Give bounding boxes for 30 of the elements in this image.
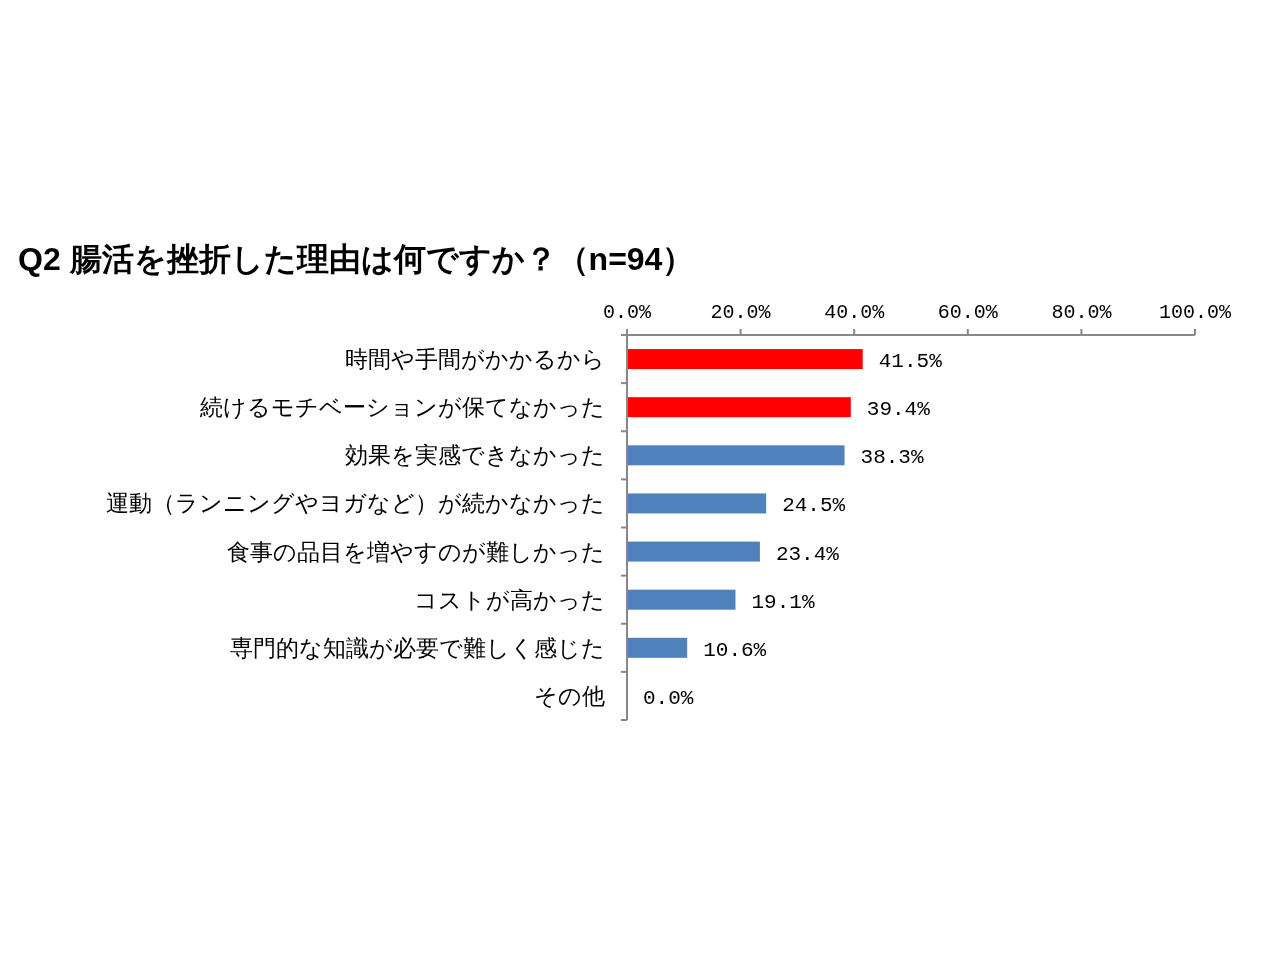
data-label: 24.5% [782, 494, 846, 518]
bar [627, 541, 760, 562]
y-tick-label: 効果を実感できなかった [345, 442, 605, 469]
y-tick-label: 食事の品目を増やすのが難しかった [227, 538, 605, 565]
text: Q2 腸活を挫折した理由は何ですか？（n=94） [18, 241, 695, 277]
data-label: 23.4% [775, 542, 840, 566]
y-tick-label: 運動（ランニングやヨガなど）が続かなかった [106, 490, 605, 517]
y-tick-label: 専門的な知識が必要で難しく感じた [230, 634, 605, 661]
y-tick-label: 続けるモチベーションが保てなかった [199, 394, 605, 421]
y-tick-label: 時間や手間がかかるから [345, 346, 605, 373]
data-label: 10.6% [703, 638, 767, 662]
data-label: 41.5% [878, 350, 943, 374]
data-label: 0.0% [643, 686, 694, 710]
data-label: 39.4% [866, 398, 931, 422]
bar [627, 397, 851, 418]
x-tick-label: 20.0% [710, 301, 772, 324]
data-label: 38.3% [860, 446, 924, 470]
x-tick-label: 80.0% [1051, 301, 1113, 324]
x-tick-label: 0.0% [602, 301, 652, 324]
y-tick-label: コストが高かった [414, 586, 605, 613]
y-tick-label: その他 [534, 682, 605, 709]
bar [627, 349, 863, 370]
data-label: 19.1% [751, 590, 815, 614]
x-tick-label: 60.0% [937, 301, 999, 324]
bar [627, 637, 688, 658]
bar [627, 589, 736, 610]
bar [627, 445, 845, 466]
bar [627, 493, 767, 514]
x-tick-label: 100.0% [1158, 301, 1232, 324]
x-tick-label: 40.0% [824, 301, 886, 324]
